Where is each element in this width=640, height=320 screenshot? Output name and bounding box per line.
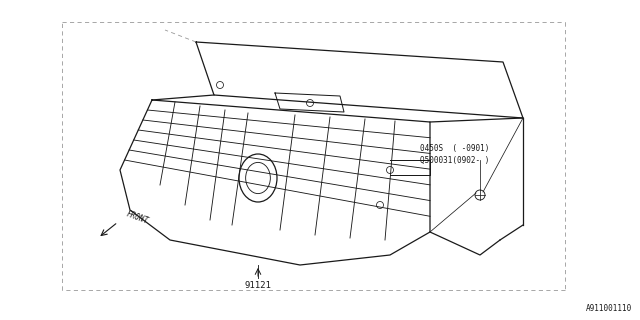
Text: 0450S  ( -0901): 0450S ( -0901) bbox=[420, 143, 490, 153]
Text: Q500031(0902- ): Q500031(0902- ) bbox=[420, 156, 490, 164]
Text: 91121: 91121 bbox=[244, 281, 271, 290]
Text: FRONT: FRONT bbox=[125, 210, 150, 226]
Text: A911001110: A911001110 bbox=[586, 304, 632, 313]
